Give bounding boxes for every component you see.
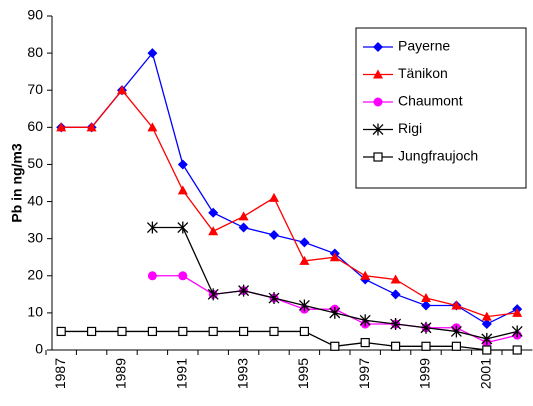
marker [299,326,309,337]
series-line [61,89,518,318]
marker [390,274,401,284]
marker [86,122,97,132]
marker [238,222,249,233]
marker [177,221,189,234]
x-tick-label: 1993 [234,358,250,389]
marker [421,300,431,311]
marker [451,341,461,351]
marker [208,326,218,337]
y-tick-label: 90 [27,7,43,23]
y-tick-label: 40 [27,192,43,208]
y-axis-label: Pb in ng/m3 [9,143,25,223]
legend-label: Chaumont [398,93,463,109]
marker [511,325,523,338]
marker [421,341,431,351]
y-tick-label: 10 [27,304,43,320]
marker [177,159,188,170]
marker [481,332,493,345]
y-tick-label: 0 [35,341,43,357]
marker [482,345,492,355]
marker [360,337,370,348]
marker [238,284,250,297]
legend-label: Jungfraujoch [398,148,478,164]
x-tick-label: 1999 [417,358,433,389]
marker [481,311,492,321]
marker [178,326,188,337]
marker [390,318,402,331]
marker [359,314,371,327]
marker [420,321,432,334]
y-tick-label: 80 [27,44,43,60]
marker [329,306,341,319]
marker [298,299,310,312]
marker [421,293,431,303]
y-tick-label: 60 [27,118,43,134]
x-tick-label: 1989 [113,358,129,389]
y-tick-label: 50 [27,155,43,171]
y-tick-label: 70 [27,81,43,97]
marker [56,326,66,337]
marker [299,255,310,265]
marker [391,341,401,351]
series-line [61,51,518,325]
legend-label: Rigi [398,120,422,136]
marker [56,122,67,132]
marker [330,341,340,351]
marker [451,300,462,310]
legend-label: Tänikon [398,65,448,81]
marker [147,48,158,59]
marker [373,69,383,79]
marker [117,326,127,337]
marker [372,123,384,136]
marker [178,271,188,281]
marker [450,325,462,338]
marker [373,97,383,107]
marker [86,326,97,337]
marker [208,226,219,236]
legend-box [355,27,527,189]
series-line [61,330,518,351]
marker [117,85,127,95]
marker [373,42,383,52]
marker [177,185,188,195]
marker [512,345,522,355]
marker [373,152,383,162]
marker [299,237,310,248]
marker [269,229,279,240]
legend-label: Payerne [398,38,450,54]
x-tick-label: 1997 [356,358,372,389]
x-tick-label: 1991 [174,358,190,389]
x-tick-label: 1987 [52,358,68,389]
marker [269,326,279,337]
marker [329,252,340,262]
marker [360,270,371,280]
y-tick-label: 30 [27,229,43,245]
marker [238,211,249,221]
marker [481,319,492,330]
y-tick-label: 20 [27,266,43,282]
marker [268,292,280,305]
marker [390,289,401,300]
x-tick-label: 2001 [478,358,494,389]
series-line [152,226,518,340]
marker [239,326,249,337]
marker [512,307,523,317]
marker [147,271,157,281]
marker [146,221,158,234]
marker [269,192,279,202]
marker [147,122,158,132]
marker [147,326,157,337]
marker [208,207,219,218]
marker [207,288,219,301]
x-tick-label: 1995 [295,358,311,389]
legend: Payerne Tänikon Chaumont Rigi Jungfraujoch [355,27,527,189]
